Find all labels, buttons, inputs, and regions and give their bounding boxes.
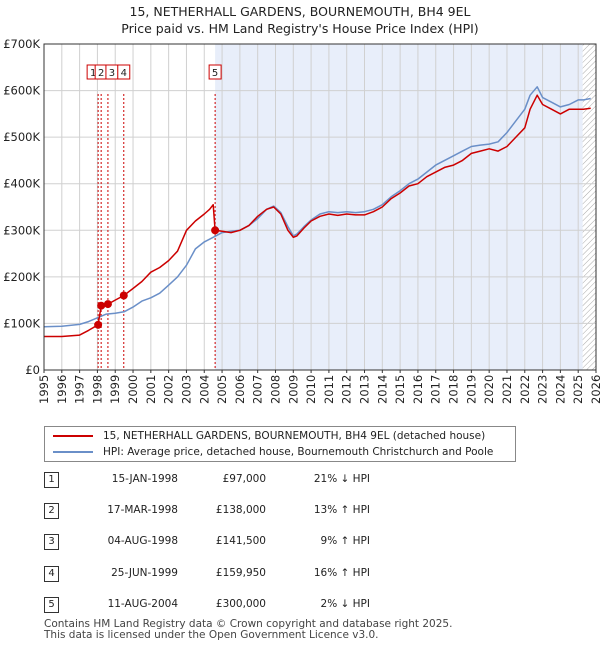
x-tick-label: 2004 [197,375,211,404]
sale-hpi-diff: 13% ↑ HPI [313,504,370,516]
sale-date: 17-MAR-1998 [107,504,178,516]
legend: 15, NETHERHALL GARDENS, BOURNEMOUTH, BH4… [44,426,516,462]
footer-line-2: This data is licensed under the Open Gov… [44,629,379,641]
y-tick-label: £200K [3,270,40,284]
sale-label-box [208,64,222,80]
x-tick-label: 2010 [304,375,318,404]
plot-frame [43,43,597,371]
x-tick-label: 2012 [340,375,354,404]
y-tick-label: £500K [3,130,40,144]
sale-point [94,320,103,329]
legend-label-property: 15, NETHERHALL GARDENS, BOURNEMOUTH, BH4… [103,430,486,442]
sale-hpi-diff: 9% ↑ HPI [320,535,370,547]
x-tick-label: 2025 [571,375,585,404]
chart-title: 15, NETHERHALL GARDENS, BOURNEMOUTH, BH4… [0,3,600,37]
footer-line-1: Contains HM Land Registry data © Crown c… [44,618,453,630]
sale-price: £97,000 [222,473,266,485]
sale-label: 1 [90,68,96,79]
sale-point [97,301,106,310]
legend-item-hpi: HPI: Average price, detached house, Bour… [53,444,493,460]
legend-swatch-property [53,435,93,437]
x-tick-label: 2005 [215,375,229,404]
x-tick-label: 2016 [411,375,425,404]
hatched-region [582,44,596,370]
x-tick-label: 2006 [233,375,247,404]
sale-row: 5 11-AUG-2004 £300,000 2% ↓ HPI [44,597,404,615]
x-tick-label: 2000 [126,375,140,404]
sale-label: 2 [98,68,104,79]
hpi-line [44,86,591,328]
sale-label: 5 [212,68,218,79]
sale-label: 4 [121,68,127,79]
x-tick-label: 2021 [500,375,514,404]
x-tick-label: 2003 [179,375,193,404]
sale-row: 3 04-AUG-1998 £141,500 9% ↑ HPI [44,534,404,552]
x-tick-label: 2026 [589,375,600,404]
x-tick-label: 2019 [464,375,478,404]
sale-hpi-diff: 2% ↓ HPI [320,598,370,610]
x-tick-label: 2013 [358,375,372,404]
sale-point [211,226,220,235]
x-tick-label: 2011 [322,375,336,404]
sale-hpi-diff: 21% ↓ HPI [313,473,370,485]
sale-price: £141,500 [215,535,266,547]
x-tick-label: 1996 [55,375,69,404]
y-tick-label: £0 [25,363,40,377]
y-tick-label: £400K [3,177,40,191]
x-tick-label: 2007 [251,375,265,404]
x-tick-label: 2017 [429,375,443,404]
x-tick-label: 2014 [375,375,389,404]
x-tick-label: 2020 [482,375,496,404]
sale-point [103,300,112,309]
sale-hpi-diff: 16% ↑ HPI [313,567,370,579]
sale-number-badge: 4 [44,566,59,582]
y-tick-label: £700K [3,37,40,51]
x-tick-label: 2018 [447,375,461,404]
shaded-region [215,44,583,370]
property-price-line [44,94,591,338]
title-line-2: Price paid vs. HM Land Registry's House … [121,21,479,36]
legend-item-property: 15, NETHERHALL GARDENS, BOURNEMOUTH, BH4… [53,428,485,444]
x-tick-label: 2024 [553,375,567,404]
sale-row: 4 25-JUN-1999 £159,950 16% ↑ HPI [44,566,404,584]
sale-price: £159,950 [215,567,266,579]
legend-label-hpi: HPI: Average price, detached house, Bour… [103,446,494,458]
sale-label-box [117,64,131,80]
sale-price: £300,000 [215,598,266,610]
sale-point [119,291,128,300]
legend-swatch-hpi [53,451,93,453]
sale-label: 3 [109,68,115,79]
x-tick-label: 2008 [268,375,282,404]
x-tick-label: 1998 [90,375,104,404]
x-tick-label: 2015 [393,375,407,404]
x-tick-label: 2023 [536,375,550,404]
x-tick-label: 1995 [37,375,51,404]
y-tick-label: £600K [3,84,40,98]
sale-number-badge: 3 [44,534,59,550]
sale-number-badge: 5 [44,597,59,613]
sale-number-badge: 1 [44,472,59,488]
x-tick-label: 2022 [518,375,532,404]
x-tick-label: 2002 [162,375,176,404]
y-tick-label: £100K [3,316,40,330]
sale-price: £138,000 [215,504,266,516]
title-line-1: 15, NETHERHALL GARDENS, BOURNEMOUTH, BH4… [129,4,471,19]
sale-date: 15-JAN-1998 [111,473,178,485]
sale-date: 25-JUN-1999 [111,567,178,579]
x-tick-label: 2001 [144,375,158,404]
x-tick-label: 1999 [108,375,122,404]
sale-number-badge: 2 [44,503,59,519]
x-tick-label: 2009 [286,375,300,404]
y-tick-label: £300K [3,223,40,237]
footer-notice: Contains HM Land Registry data © Crown c… [44,619,452,641]
x-tick-label: 1997 [73,375,87,404]
sale-date: 04-AUG-1998 [107,535,178,547]
sale-row: 1 15-JAN-1998 £97,000 21% ↓ HPI [44,472,404,490]
sale-date: 11-AUG-2004 [107,598,178,610]
sale-row: 2 17-MAR-1998 £138,000 13% ↑ HPI [44,503,404,521]
